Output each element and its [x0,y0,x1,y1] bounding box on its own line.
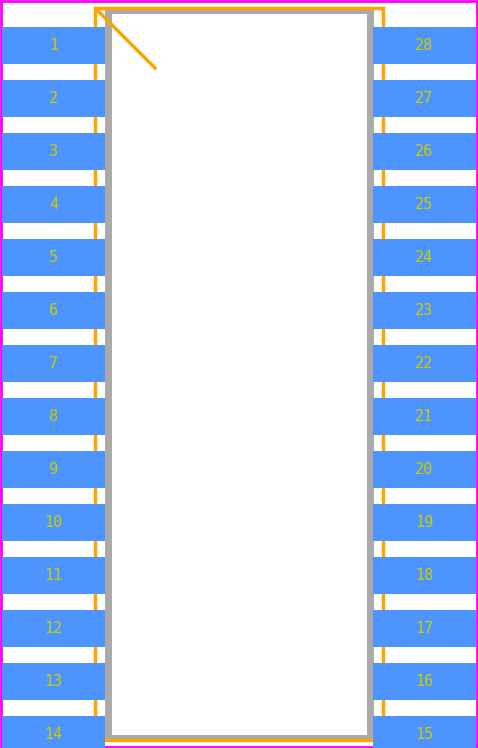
Bar [373,186,476,223]
Bar [373,345,476,382]
Bar [373,663,476,700]
Text: 28: 28 [415,38,434,53]
Text: 27: 27 [415,91,434,106]
Text: 8: 8 [49,409,58,424]
Bar [2,610,105,647]
Text: 15: 15 [415,727,434,742]
Bar [2,80,105,117]
Text: 26: 26 [415,144,434,159]
Text: 25: 25 [415,197,434,212]
Text: 24: 24 [415,250,434,265]
Text: 3: 3 [49,144,58,159]
Bar [2,398,105,435]
Bar [373,133,476,170]
Text: 21: 21 [415,409,434,424]
Text: 22: 22 [415,356,434,371]
Bar [2,663,105,700]
Text: 16: 16 [415,674,434,689]
Bar [2,186,105,223]
Bar [373,451,476,488]
Bar [373,292,476,329]
Bar [2,133,105,170]
Bar [373,239,476,276]
Text: 17: 17 [415,621,434,636]
Text: 6: 6 [49,303,58,318]
Bar [373,504,476,541]
Bar [373,80,476,117]
Text: 10: 10 [44,515,63,530]
Bar [373,610,476,647]
Bar [2,292,105,329]
Bar [373,398,476,435]
Bar [2,27,105,64]
Bar [2,557,105,594]
Bar [2,239,105,276]
Bar [108,10,370,738]
Text: 11: 11 [44,568,63,583]
Text: 5: 5 [49,250,58,265]
Bar [95,8,383,740]
Text: 2: 2 [49,91,58,106]
Text: 4: 4 [49,197,58,212]
Bar [2,345,105,382]
Bar [2,451,105,488]
Bar [373,557,476,594]
Text: 12: 12 [44,621,63,636]
Text: 23: 23 [415,303,434,318]
Text: 1: 1 [49,38,58,53]
Bar [2,504,105,541]
Text: 20: 20 [415,462,434,477]
Bar [373,716,476,748]
Text: 14: 14 [44,727,63,742]
Text: 7: 7 [49,356,58,371]
Text: 13: 13 [44,674,63,689]
Bar [2,716,105,748]
Text: 9: 9 [49,462,58,477]
Text: 19: 19 [415,515,434,530]
Bar [373,27,476,64]
Text: 18: 18 [415,568,434,583]
